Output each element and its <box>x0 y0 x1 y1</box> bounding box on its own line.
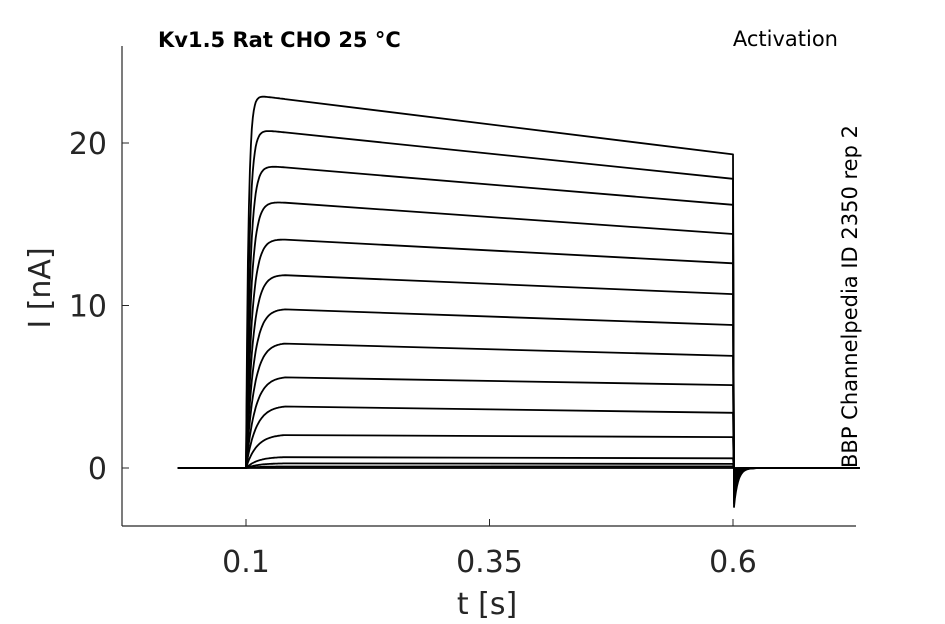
protocol-label: Activation <box>733 27 838 51</box>
chart-title: Kv1.5 Rat CHO 25 °C <box>158 28 401 52</box>
y-tick-label: 10 <box>69 290 107 325</box>
y-tick-label: 20 <box>69 127 107 162</box>
current-trace <box>177 238 860 493</box>
current-traces <box>177 95 860 508</box>
side-label: BBP Channelpedia ID 2350 rep 2 <box>838 125 862 468</box>
y-tick-label: 0 <box>88 452 107 487</box>
current-trace <box>177 342 860 483</box>
tick-labels: 0.1 0.35 0.6 0 10 20 <box>69 127 757 580</box>
current-trace <box>177 165 860 501</box>
y-axis-title: I [nA] <box>23 247 58 328</box>
axes <box>121 46 856 527</box>
x-tick-label: 0.6 <box>709 545 757 580</box>
x-axis-title: t [s] <box>457 587 517 622</box>
x-tick-label: 0.35 <box>456 545 523 580</box>
current-trace <box>177 95 860 508</box>
x-tick-label: 0.1 <box>222 545 270 580</box>
